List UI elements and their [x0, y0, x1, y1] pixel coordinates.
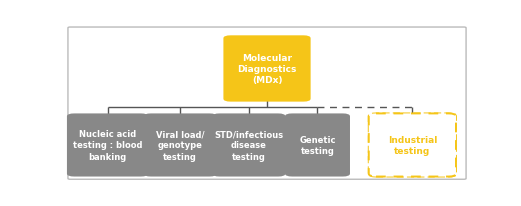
FancyBboxPatch shape	[144, 114, 217, 177]
FancyBboxPatch shape	[212, 114, 286, 177]
FancyBboxPatch shape	[285, 114, 350, 177]
FancyBboxPatch shape	[369, 114, 456, 177]
Text: Nucleic acid
testing : blood
banking: Nucleic acid testing : blood banking	[73, 129, 142, 161]
FancyBboxPatch shape	[224, 36, 311, 102]
FancyBboxPatch shape	[67, 114, 148, 177]
Text: STD/infectious
disease
testing: STD/infectious disease testing	[214, 129, 283, 161]
Text: Molecular
Diagnostics
(MDx): Molecular Diagnostics (MDx)	[238, 53, 296, 85]
Text: Industrial
testing: Industrial testing	[388, 135, 437, 156]
FancyBboxPatch shape	[369, 114, 456, 177]
Text: Genetic
testing: Genetic testing	[299, 135, 336, 156]
Text: Viral load/
genotype
testing: Viral load/ genotype testing	[156, 129, 204, 161]
